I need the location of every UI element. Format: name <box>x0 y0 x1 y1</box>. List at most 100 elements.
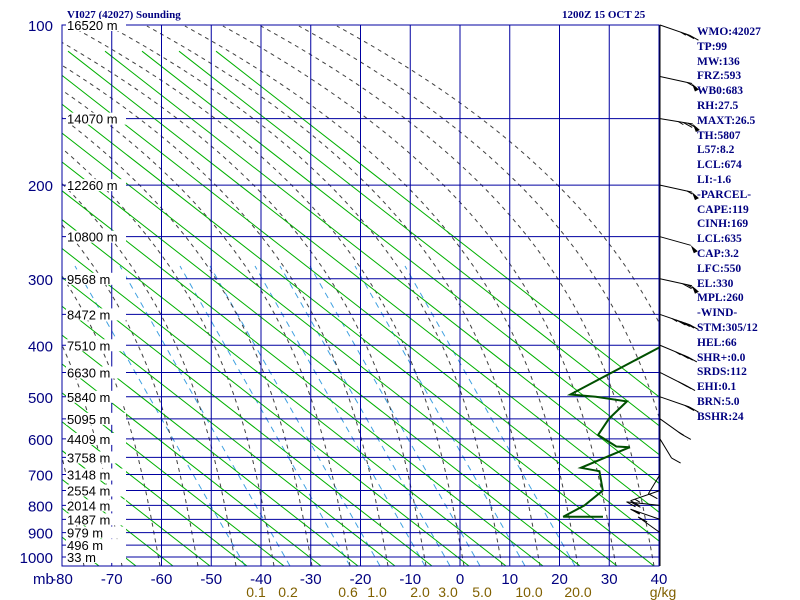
pressure-tick-label: 800 <box>28 498 53 515</box>
wind-barb <box>659 313 699 331</box>
height-label-bg <box>66 526 126 539</box>
stat-line: WB0:683 <box>697 85 743 98</box>
stat-line: RH:27.5 <box>697 99 739 112</box>
pressure-tick-label: 600 <box>28 432 53 449</box>
height-label: 8472 m <box>67 307 110 322</box>
dry-adiabat <box>62 132 618 566</box>
mixing-ratio-label: 2.0 <box>410 584 430 600</box>
wind-barb <box>659 236 698 254</box>
height-label-bg <box>66 499 126 512</box>
temperature-tick-label: -60 <box>151 571 173 588</box>
moist-adiabat <box>108 25 503 566</box>
height-label-bg <box>66 484 126 497</box>
height-labels: 16520 m 14070 m 12260 m 10800 m 9568 m 8472 m… <box>66 18 126 565</box>
pressure-tick-label: 700 <box>28 468 53 485</box>
temperature-tick-label: 10 <box>501 571 518 588</box>
wind-barb <box>659 344 698 363</box>
stat-line: MAXT:26.5 <box>697 114 756 127</box>
height-label-bg <box>66 19 126 31</box>
moist-adiabat <box>298 25 659 419</box>
height-label: 2014 m <box>67 498 110 513</box>
mixing-ratio-line <box>119 265 291 566</box>
mixing-ratio-labels: 0.1 0.2 0.6 1.0 2.0 3.0 5.0 10.0 20.0 g/kg <box>246 584 676 600</box>
wind-barb <box>659 278 699 294</box>
stat-line: HEL:66 <box>697 336 737 349</box>
dry-adiabat <box>62 247 470 566</box>
stat-line: TP:99 <box>697 40 728 53</box>
height-label: 12260 m <box>67 178 118 193</box>
moist-adiabat <box>184 25 579 566</box>
dry-adiabat <box>0 51 25 566</box>
wind-barb <box>659 372 696 392</box>
mixing-ratio-line <box>254 265 426 566</box>
moist-adiabat <box>62 64 389 566</box>
stat-line: FRZ:593 <box>697 70 742 83</box>
moist-adiabat <box>222 25 617 566</box>
wind-barb <box>626 501 661 508</box>
mixing-ratio-line <box>209 265 381 566</box>
pressure-tick-label: 900 <box>28 526 53 543</box>
stat-line: SHR+:0.0 <box>697 351 746 364</box>
height-label-bg <box>66 272 126 285</box>
height-label: 1487 m <box>67 512 110 527</box>
height-label-bg <box>66 390 126 403</box>
height-label-bg <box>66 308 126 321</box>
stat-line: LI:-1.6 <box>697 173 732 186</box>
wind-barb <box>659 438 681 464</box>
height-label-bg <box>66 112 126 125</box>
moist-adiabat <box>62 224 199 566</box>
stat-line: EHI:0.1 <box>697 381 737 394</box>
height-label: 7510 m <box>67 338 110 353</box>
pressure-tick-label: 1000 <box>20 550 53 567</box>
stat-line: TH:5807 <box>697 129 741 142</box>
temperature-tick-label: -80 <box>51 571 73 588</box>
stat-line: CINH:169 <box>697 218 749 231</box>
height-label-bg <box>66 230 126 243</box>
height-label: 2554 m <box>67 483 110 498</box>
stat-line: LCL:635 <box>697 233 742 246</box>
pressure-unit-label: mb <box>33 571 54 588</box>
height-label-bg <box>66 451 126 464</box>
temperature-tick-label: 0 <box>456 571 464 588</box>
height-label: 10800 m <box>67 230 118 245</box>
temperature-tick-label: -50 <box>200 571 222 588</box>
mixing-ratio-label: 1.0 <box>367 584 387 600</box>
pressure-tick-label: 200 <box>28 178 53 195</box>
height-label: 3758 m <box>67 450 110 465</box>
moist-adiabat <box>146 25 541 566</box>
wind-barb <box>659 396 699 413</box>
pressure-tick-label: 500 <box>28 390 53 407</box>
stat-line: SRDS:112 <box>697 366 747 379</box>
stat-line: STM:305/12 <box>697 321 758 334</box>
moist-adiabat <box>0 26 8 566</box>
dry-adiabat <box>62 334 359 566</box>
stat-line: MW:136 <box>697 55 740 68</box>
wind-barb <box>637 516 661 534</box>
dry-adiabat <box>62 363 322 566</box>
height-label: 4409 m <box>67 432 110 447</box>
mixing-ratio-label: 0.2 <box>278 584 298 600</box>
stat-line: WMO:42027 <box>697 26 761 38</box>
temperature-tick-label: -40 <box>250 571 272 588</box>
height-label-bg <box>66 366 126 379</box>
height-label-bg <box>66 468 126 481</box>
dry-adiabat <box>62 565 63 566</box>
stat-line: EL:330 <box>697 277 734 290</box>
height-label: 16520 m <box>67 18 118 33</box>
height-label: 979 m <box>67 526 103 541</box>
dry-adiabat <box>62 421 248 566</box>
moist-adiabat <box>0 26 46 566</box>
moist-adiabat <box>260 25 655 566</box>
wind-barb <box>659 24 699 41</box>
stat-line: BRN:5.0 <box>697 395 740 408</box>
height-label: 496 m <box>67 538 103 553</box>
moist-adiabat <box>62 182 237 566</box>
mixing-ratio-label: 10.0 <box>515 584 542 600</box>
height-label: 9568 m <box>67 272 110 287</box>
dry-adiabat <box>104 50 659 484</box>
height-label: 6630 m <box>67 365 110 380</box>
height-label: 33 m <box>67 550 96 565</box>
temperature-tick-label: 30 <box>601 571 618 588</box>
moist-adiabat <box>62 147 275 566</box>
